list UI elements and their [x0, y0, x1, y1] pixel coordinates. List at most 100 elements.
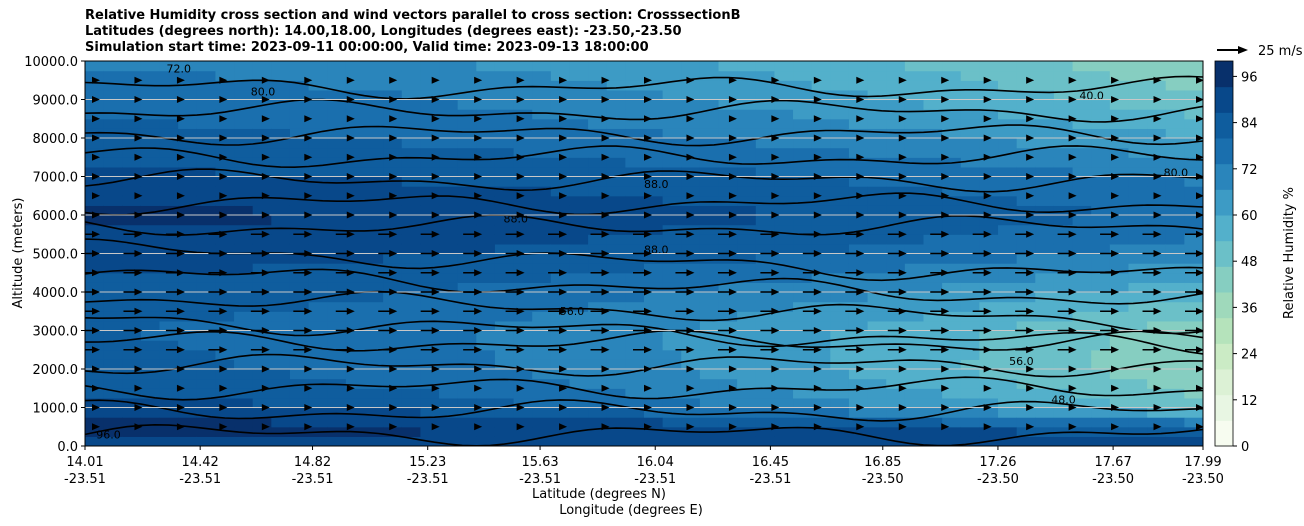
field-cell [289, 70, 310, 81]
field-cell [1184, 340, 1203, 351]
wind-vector-head [644, 269, 652, 277]
wind-vector-head [516, 346, 525, 354]
field-cell [904, 128, 925, 139]
wind-vector-head [686, 192, 695, 200]
field-cell [811, 388, 831, 399]
field-cell [662, 215, 682, 226]
field-cell [625, 99, 645, 110]
field-cell [1053, 138, 1074, 149]
field-cell [644, 378, 664, 389]
field-cell [234, 138, 254, 149]
field-cell [979, 205, 999, 216]
field-cell [476, 349, 496, 360]
field-cell [1035, 138, 1055, 149]
field-cell [662, 138, 682, 149]
field-cell [793, 224, 813, 235]
wind-vector-head [219, 230, 228, 238]
field-cell [1165, 301, 1185, 312]
field-cell [718, 61, 738, 72]
field-cell [606, 224, 626, 235]
field-cell [830, 234, 850, 245]
field-cell [755, 166, 776, 178]
y-axis-label: Altitude (meters) [11, 198, 26, 309]
field-cell [830, 80, 850, 91]
field-cell [1147, 109, 1167, 120]
field-cell [848, 349, 869, 360]
field-cell [345, 61, 366, 72]
field-cell [550, 99, 571, 110]
field-cell [644, 436, 664, 446]
wind-vector-head [941, 346, 950, 354]
wind-vector-head [686, 327, 695, 334]
field-cell [457, 109, 477, 120]
wind-vector-head [559, 404, 568, 411]
field-cell [718, 311, 738, 322]
wind-vector-head [219, 346, 228, 354]
wind-vector-head [261, 346, 270, 354]
wind-vector-head [601, 404, 610, 411]
field-cell [588, 272, 608, 283]
wind-vector-head [346, 404, 355, 411]
field-cell [103, 340, 123, 351]
field-cell [1016, 282, 1036, 293]
field-cell [960, 340, 980, 351]
field-cell [1072, 320, 1092, 332]
wind-vector-head [1111, 327, 1120, 334]
field-cell [401, 186, 421, 197]
field-cell [308, 407, 328, 418]
wind-vector-head [644, 384, 652, 392]
field-cell [793, 157, 813, 168]
field-cell [289, 234, 310, 245]
field-cell [383, 330, 403, 341]
field-cell [1147, 243, 1167, 255]
field-cell [345, 397, 366, 409]
field-cell [122, 195, 142, 206]
field-cell [122, 311, 142, 322]
wind-vector-head [686, 230, 695, 238]
field-cell [606, 118, 626, 129]
field-cell [383, 292, 403, 303]
wind-vector-head [644, 250, 652, 257]
title-line-2: Latitudes (degrees north): 14.00,18.00, … [85, 24, 682, 39]
colorbar-band [1215, 163, 1233, 190]
contour-line [85, 75, 1203, 100]
field-cell [327, 61, 347, 72]
field-cell [867, 138, 887, 149]
field-cell [737, 388, 757, 399]
field-cell [252, 417, 272, 428]
field-cell [308, 128, 328, 139]
field-cell [718, 407, 738, 418]
wind-vector-head [346, 192, 355, 200]
field-cell [979, 109, 999, 120]
field-cell [1091, 320, 1111, 332]
field-cell [439, 330, 459, 341]
field-cell [159, 369, 179, 380]
wind-vector-head [941, 269, 950, 277]
field-cell [606, 417, 626, 428]
field-cell [811, 186, 831, 197]
field-cell [904, 436, 925, 446]
field-cell [625, 89, 645, 101]
field-cell [1147, 349, 1167, 360]
field-cell [606, 109, 626, 120]
field-cell [383, 234, 403, 245]
field-cell [737, 118, 757, 129]
field-cell [550, 166, 571, 178]
field-cell [867, 186, 887, 197]
field-cell [550, 292, 571, 303]
contour-line [85, 268, 1203, 305]
wind-vector-head [516, 288, 525, 296]
field-cell [420, 234, 440, 245]
field-cell [737, 186, 757, 197]
wind-vector-head [941, 76, 950, 84]
field-cell [476, 311, 496, 322]
field-cell [178, 89, 198, 101]
field-cell [401, 205, 421, 216]
field-cell [122, 176, 142, 187]
wind-vector-head [389, 115, 398, 123]
field-cell [625, 388, 645, 399]
wind-vector-head [983, 115, 992, 123]
field-cell [1091, 205, 1111, 216]
field-cell [979, 224, 999, 235]
field-cell [140, 311, 161, 322]
